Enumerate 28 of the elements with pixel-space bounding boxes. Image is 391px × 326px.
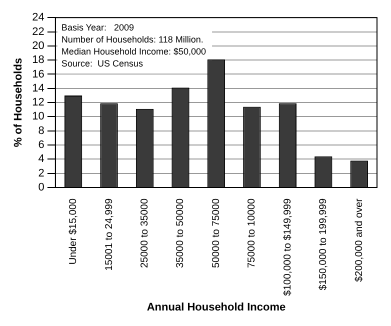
y-tick-label: 12 [32,96,44,109]
y-tick-label: 24 [32,12,44,24]
annotation: Source: US Census [61,58,144,69]
y-axis-title: % of Households [12,58,25,148]
y-tick-label: 16 [32,68,44,80]
y-tick-label: 14 [32,82,44,94]
x-tick-label: $150,000 to 199,999 [318,198,330,290]
annotation: Basis Year: 2009 [61,22,134,33]
y-tick-label: 6 [38,139,44,152]
x-tick-label: $100,000 to $149,999 [282,198,294,296]
x-tick-label: Under $15,000 [68,198,80,265]
annotation: Number of Households: 118 Million. [61,34,204,45]
x-tick-label: 75000 to 10000 [246,198,258,268]
y-tick-label: 20 [32,40,44,52]
y-tick-label: 0 [38,182,44,194]
x-axis-title: Annual Household Income [146,301,286,314]
x-tick-label: $200,000 and over [354,198,365,282]
x-tick-label: 35000 to 50000 [175,198,186,268]
y-tick-label: 2 [38,167,44,180]
y-tick-label: 10 [32,110,44,123]
y-tick-label: 4 [38,153,44,166]
annotation: Median Household Income: $50,000 [61,46,206,57]
x-tick-label: 50000 to 75000 [210,198,222,268]
y-tick-label: 18 [32,54,44,66]
y-tick-label: 8 [38,124,44,137]
y-tick-label: 22 [32,26,44,38]
x-tick-label: 25000 to 35000 [140,198,151,268]
x-tick-label: 15001 to 24,999 [104,198,115,271]
